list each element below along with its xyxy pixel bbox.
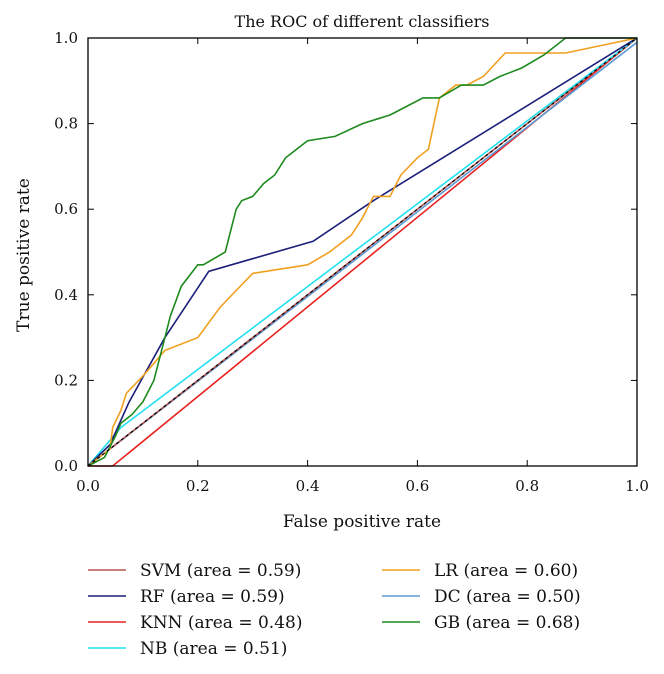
legend-label-gb: GB (area = 0.68): [434, 613, 580, 633]
x-tick-label: 1.0: [625, 477, 649, 495]
y-tick-label: 1.0: [54, 29, 78, 47]
plot-frame: [87, 37, 638, 467]
x-tick-label: 0.8: [515, 477, 539, 495]
legend-label-lr: LR (area = 0.60): [434, 561, 578, 581]
chart-title: The ROC of different classifiers: [235, 12, 490, 31]
plot-area: 0.0 0.2 0.4 0.6 0.8 1.0 0.0 0.2 0.4 0.6 0.8 1.0: [54, 29, 649, 495]
y-tick-label: 0.2: [54, 371, 78, 389]
y-tick-label: 0.8: [54, 115, 78, 133]
legend-label-knn: KNN (area = 0.48): [140, 613, 302, 633]
reference-diagonal-line: [87, 37, 638, 467]
legend-label-svm: SVM (area = 0.59): [140, 561, 301, 581]
x-tick-label: 0.2: [186, 477, 210, 495]
x-tick-label: 0.6: [405, 477, 429, 495]
series-line-gb: [87, 37, 637, 467]
legend-label-nb: NB (area = 0.51): [140, 639, 287, 659]
legend-label-rf: RF (area = 0.59): [140, 587, 285, 607]
y-axis-label: True positive rate: [14, 178, 34, 332]
legend: SVM (area = 0.59) RF (area = 0.59) KNN (ar…: [88, 561, 581, 659]
legend-label-dc: DC (area = 0.50): [434, 587, 581, 607]
x-tick-label: 0.4: [296, 477, 320, 495]
x-axis-label: False positive rate: [283, 512, 441, 532]
y-tick-label: 0.0: [54, 457, 78, 475]
series-line-nb: [87, 37, 638, 467]
y-tick-label: 0.6: [54, 200, 78, 218]
series-line-rf: [87, 37, 638, 467]
y-tick-label: 0.4: [54, 286, 78, 304]
x-tick-label: 0.0: [76, 477, 100, 495]
